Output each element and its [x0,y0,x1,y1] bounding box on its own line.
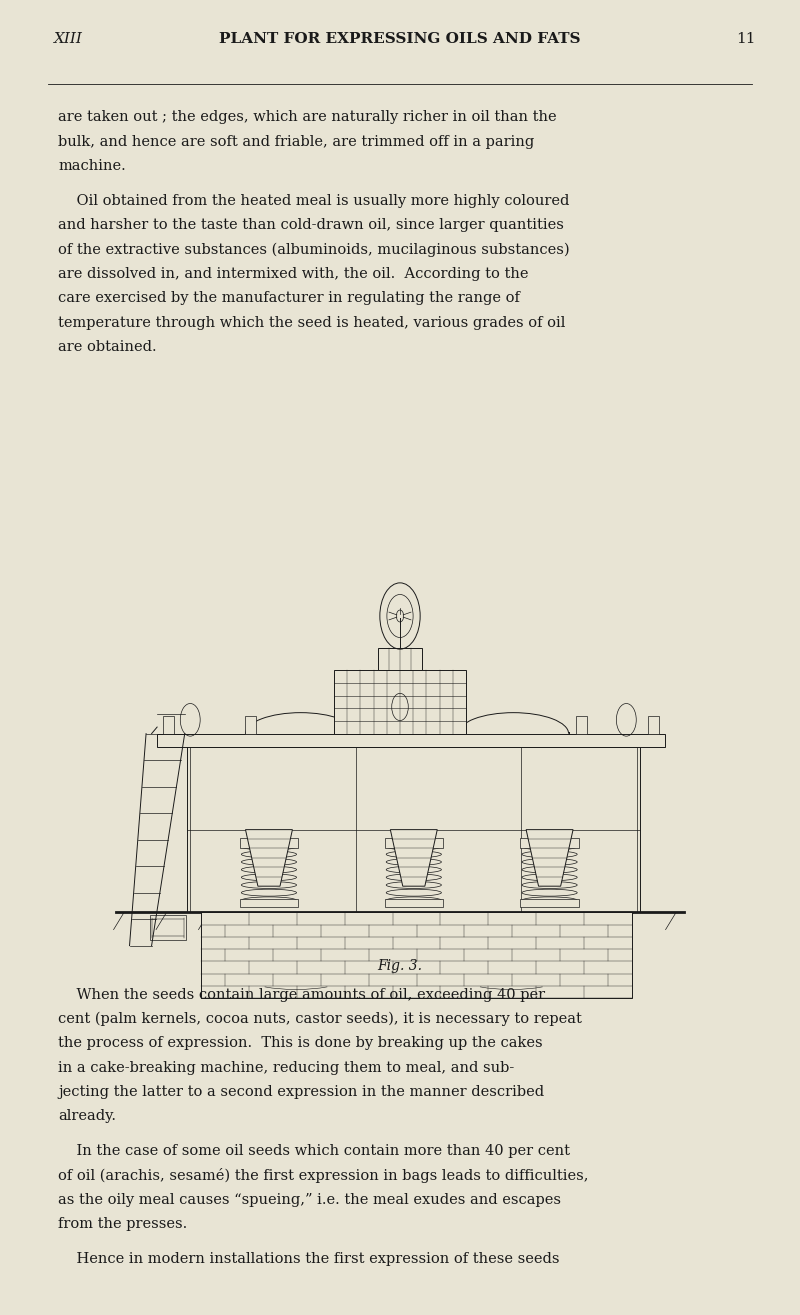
Polygon shape [526,830,573,886]
Polygon shape [246,830,293,886]
Bar [371,915,407,940]
Bar [648,715,659,734]
Bar [150,915,186,940]
Text: bulk, and hence are soft and friable, are trimmed off in a paring: bulk, and hence are soft and friable, ar… [58,135,534,149]
Text: care exercised by the manufacturer in regulating the range of: care exercised by the manufacturer in re… [58,291,520,305]
Bar [395,913,405,936]
Bar [385,838,443,848]
Bar [378,648,422,671]
Text: already.: already. [58,1109,117,1123]
Bar [240,838,298,848]
Text: are taken out ; the edges, which are naturally richer in oil than the: are taken out ; the edges, which are nat… [58,110,557,125]
Text: Hence in modern installations the first expression of these seeds: Hence in modern installations the first … [58,1252,560,1266]
Text: temperature through which the seed is heated, various grades of oil: temperature through which the seed is he… [58,316,566,330]
Text: of oil (arachis, sesamé) the first expression in bags leads to difficulties,: of oil (arachis, sesamé) the first expre… [58,1168,589,1184]
Bar [576,715,586,734]
Text: the process of expression.  This is done by breaking up the cakes: the process of expression. This is done … [58,1036,543,1051]
Text: are dissolved in, and intermixed with, the oil.  According to the: are dissolved in, and intermixed with, t… [58,267,529,281]
Text: 11: 11 [737,32,756,46]
Text: in a cake‑breaking machine, reducing them to meal, and sub-: in a cake‑breaking machine, reducing the… [58,1060,514,1074]
Bar [157,734,665,747]
Bar [514,915,550,940]
Bar [334,671,466,734]
Bar [454,715,465,734]
Text: and harsher to the taste than cold-drawn oil, since larger quantities: and harsher to the taste than cold-drawn… [58,218,564,233]
Bar [381,715,392,734]
Text: XIII: XIII [54,32,83,46]
Text: cent (palm kernels, cocoa nuts, castor seeds), it is necessary to repeat: cent (palm kernels, cocoa nuts, castor s… [58,1011,582,1026]
Text: machine.: machine. [58,159,126,174]
Bar [202,913,632,998]
Text: jecting the latter to a second expression in the manner described: jecting the latter to a second expressio… [58,1085,545,1099]
Bar [246,715,256,734]
Text: In the case of some oil seeds which contain more than 40 per cent: In the case of some oil seeds which cont… [58,1144,570,1159]
Text: When the seeds contain large amounts of oil, exceeding 40 per: When the seeds contain large amounts of … [58,988,546,1002]
Bar [162,715,174,734]
Text: as the oily meal causes “spueing,” i.e. the meal exudes and escapes: as the oily meal causes “spueing,” i.e. … [58,1193,562,1207]
Bar [240,899,298,907]
Bar [244,915,280,940]
Text: PLANT FOR EXPRESSING OILS AND FATS: PLANT FOR EXPRESSING OILS AND FATS [219,32,581,46]
Text: from the presses.: from the presses. [58,1216,188,1231]
Polygon shape [390,830,438,886]
Text: are obtained.: are obtained. [58,339,157,354]
Bar [385,899,443,907]
Bar [520,899,579,907]
Bar [520,838,579,848]
Text: Fig. 3.: Fig. 3. [378,959,422,973]
Text: Oil obtained from the heated meal is usually more highly coloured: Oil obtained from the heated meal is usu… [58,193,570,208]
Text: of the extractive substances (albuminoids, mucilaginous substances): of the extractive substances (albuminoid… [58,242,570,256]
Bar [187,747,640,913]
